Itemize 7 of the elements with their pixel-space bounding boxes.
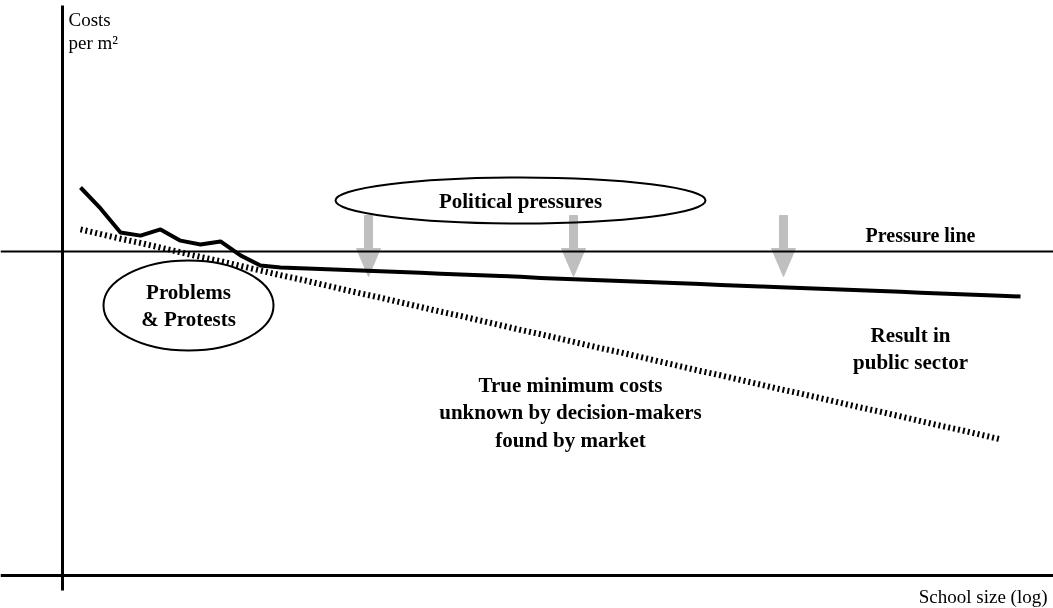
ref-line-label: Pressure line: [865, 223, 976, 246]
annotation: Problems & Protests: [141, 280, 236, 331]
x-axis-title: School size (log): [918, 586, 1048, 608]
series-label: Result in public sector: [853, 322, 968, 375]
series-label: True minimum costs unknown by decision-makers found by market: [439, 372, 702, 452]
annotation: Political pressures: [438, 188, 603, 213]
text: Costs per m²: [68, 8, 119, 53]
